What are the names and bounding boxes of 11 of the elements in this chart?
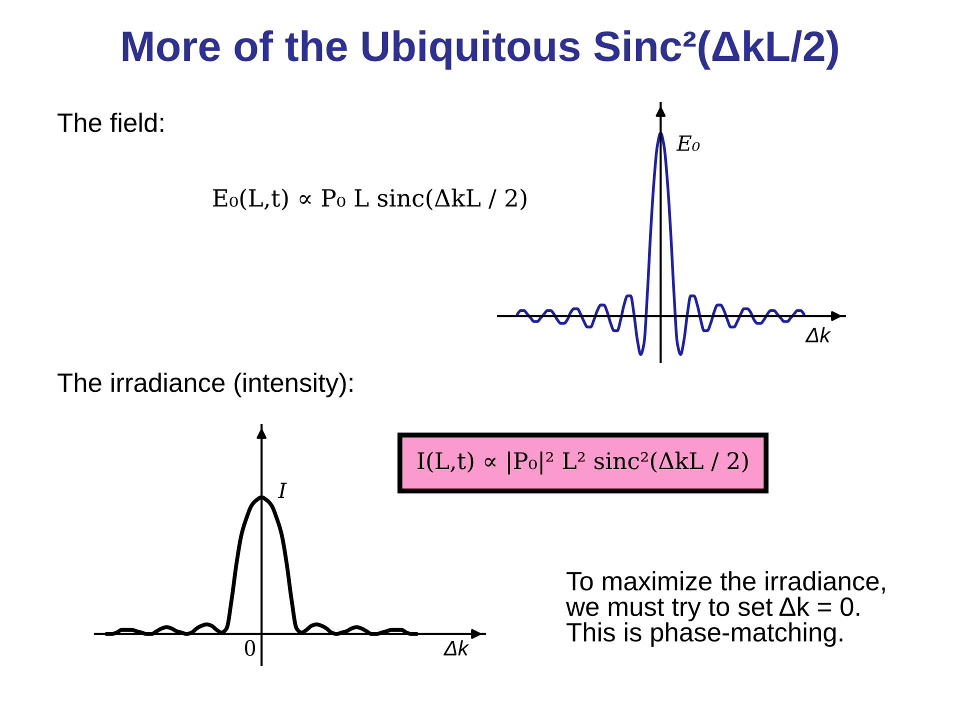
text: 0 — [244, 640, 256, 656]
chart-title: More of the Ubiquitous Sinc²(ΔkL/2) — [122, 30, 838, 70]
y-axis-title: I — [278, 482, 287, 498]
y-axis-title: E₀ — [676, 136, 700, 151]
text: The irradiance (intensity): — [58, 372, 352, 398]
text: I(L,t) ∝ |P₀|² L² sinc²(ΔkL / 2) — [418, 452, 748, 474]
annotation: E₀(L,t) ∝ P₀ L sinc(ΔkL / 2) — [213, 188, 526, 210]
text: To maximize the irradiance, we must try to set Δk = 0. This is phase-matching. — [566, 571, 885, 647]
x-axis-title: Δk — [805, 327, 832, 342]
text: The field: — [58, 112, 164, 132]
x-axis-title: Δk — [444, 640, 470, 656]
